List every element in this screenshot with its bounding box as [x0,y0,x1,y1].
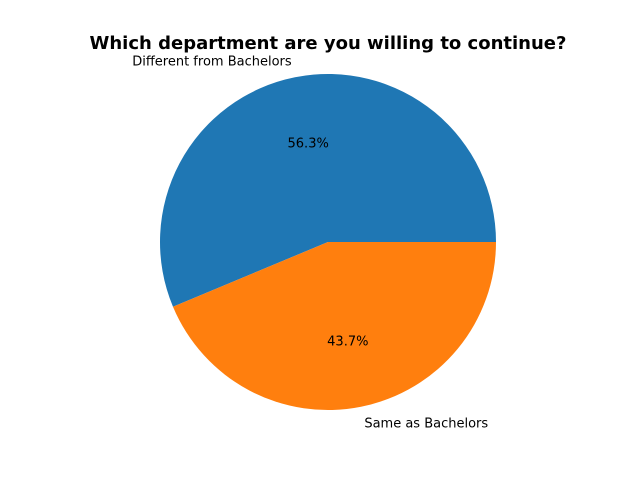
chart-title: Which department are you willing to cont… [90,33,567,54]
pie-slice-1 [160,74,496,307]
slice-label-1: Different from Bachelors [132,54,292,69]
pie-slice-2 [172,242,497,411]
slice-percent-1: 56.3% [288,137,329,152]
pie-labels: Different from Bachelors 56.3% Same as Bac… [132,54,488,431]
slice-label-2: Same as Bachelors [364,417,488,432]
slice-percent-2: 43.7% [327,334,368,349]
pie-slices [160,74,497,411]
